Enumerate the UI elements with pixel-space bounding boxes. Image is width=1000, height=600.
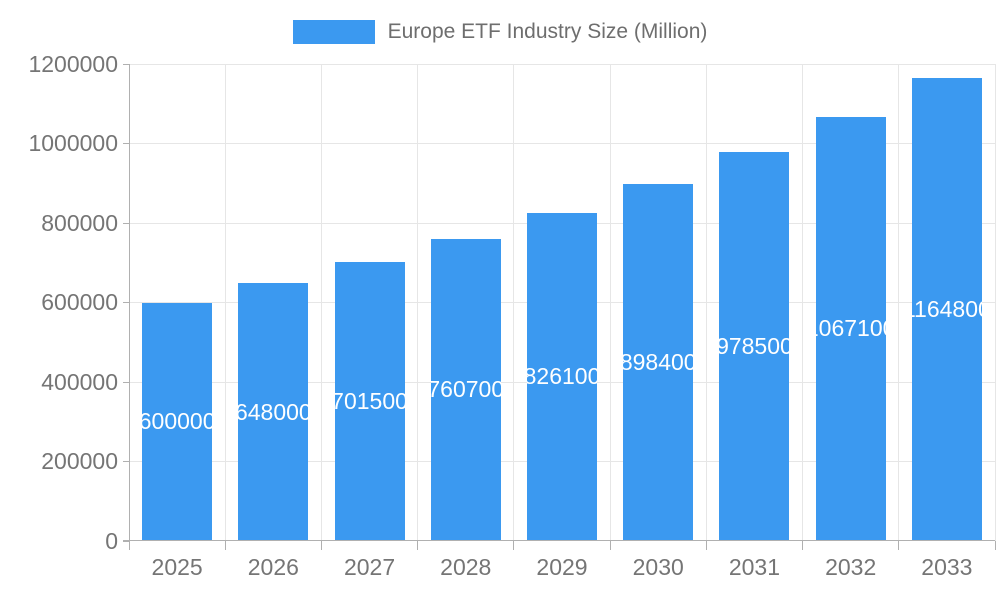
x-axis-tick-label: 2026 [247,554,299,580]
x-gridline [898,64,900,541]
chart-legend[interactable]: Europe ETF Industry Size (Million) [0,20,1000,44]
bar-2028[interactable]: 760700 [430,238,501,541]
y-axis-line [129,64,130,541]
bar-value-label: 978500 [719,333,790,360]
x-gridline [320,64,322,541]
x-axis-tick-label: 2033 [921,554,973,580]
y-axis-tick-label: 200000 [41,448,118,474]
y-axis-tick-label: 1000000 [28,130,118,156]
bar-value-label: 1164800 [912,296,982,322]
x-axis-tick [128,541,130,550]
y-axis-tick-label: 600000 [41,289,118,315]
y-axis-tick [123,222,129,224]
y-axis-tick [123,461,129,462]
x-axis-tick [802,541,804,550]
bar-value-label: 701500 [334,388,405,415]
legend-series-label: Europe ETF Industry Size (Million) [387,20,708,43]
x-axis-tick-label: 2025 [151,554,203,580]
bar-2026[interactable]: 648000 [238,283,309,541]
x-gridline [417,64,419,541]
y-axis-tick [123,143,129,144]
x-axis-tick [320,541,322,550]
y-axis-tick [123,381,129,383]
y-axis-tick [123,302,129,303]
y-axis-tick-label: 400000 [41,368,118,395]
y-gridline [129,63,995,65]
x-gridline [513,64,515,541]
bar-2032[interactable]: 1067100 [815,116,886,541]
x-axis-tick [513,541,515,550]
x-axis-tick-label: 2027 [343,554,396,580]
y-axis-tick-label: 0 [105,527,118,554]
x-gridline [705,64,707,541]
x-axis-tick-label: 2031 [728,554,781,580]
bar-2027[interactable]: 701500 [334,262,405,541]
x-axis-tick-label: 2029 [536,554,588,580]
bar-value-label: 826100 [527,363,597,390]
bar-value-label: 760700 [430,376,501,403]
plot-area: 600000 648000 701500 760700 826100 898400 9785… [123,63,996,550]
x-axis-tick-label: 2030 [632,554,684,580]
y-axis-tick [123,63,129,65]
x-axis-tick [224,541,226,550]
x-gridline [609,64,611,541]
x-axis-tick [609,541,611,550]
bar-2033[interactable]: 1164800 [911,78,982,541]
x-axis-tick [417,541,419,550]
legend-swatch-icon [292,20,375,44]
y-gridline [129,143,995,144]
bar-2031[interactable]: 978500 [719,152,790,541]
x-axis-tick-label: 2028 [440,554,492,580]
x-axis-tick-label: 2032 [825,554,877,580]
y-axis-tick-label: 800000 [41,209,118,236]
x-gridline [224,64,226,541]
y-axis-tick [123,540,129,542]
x-axis-tick [994,541,996,550]
x-axis-tick [705,541,707,550]
x-axis-tick [898,541,900,550]
bar-2029[interactable]: 826100 [527,212,597,541]
x-axis-line [123,540,995,541]
x-gridline [994,64,996,541]
y-axis-tick-label: 1200000 [28,50,118,77]
bar-2030[interactable]: 898400 [623,183,694,541]
x-gridline [802,64,804,541]
bar-value-label: 898400 [623,348,694,375]
bar-2025[interactable]: 600000 [142,302,213,541]
bar-value-label: 600000 [142,408,213,435]
bar-value-label: 648000 [238,398,309,425]
bar-value-label: 1067100 [816,315,886,342]
